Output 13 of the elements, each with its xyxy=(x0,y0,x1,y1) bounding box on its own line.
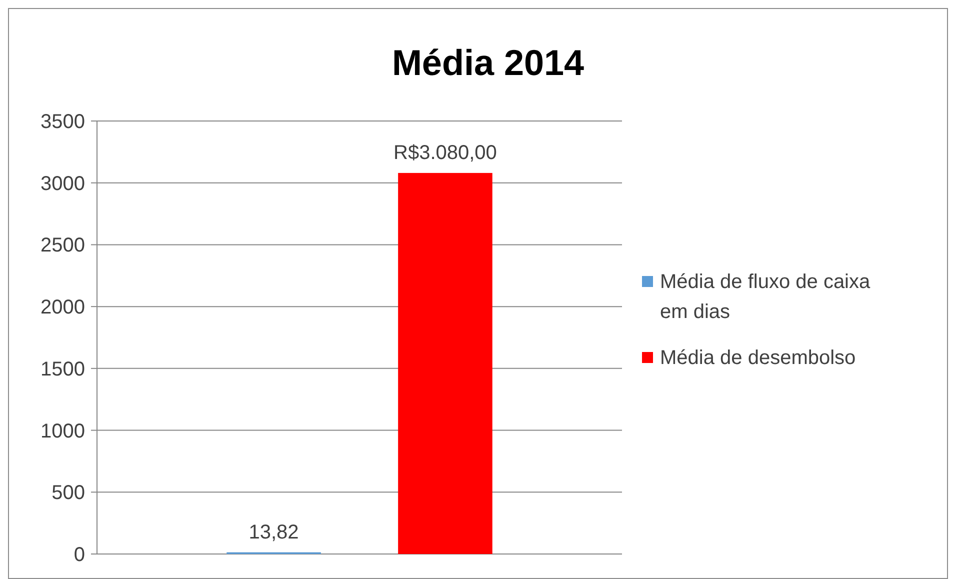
y-tick-label: 2500 xyxy=(40,234,85,257)
data-label: R$3.080,00 xyxy=(394,142,497,164)
y-tick-label: 500 xyxy=(52,482,85,504)
y-tick-label: 2000 xyxy=(40,296,85,319)
y-tick-label: 1500 xyxy=(40,358,85,380)
y-tick-label: 3000 xyxy=(40,172,85,195)
legend-label: Média de desembolso xyxy=(660,347,856,369)
y-tick-label: 0 xyxy=(74,544,85,566)
y-tick-label: 1000 xyxy=(40,420,85,442)
legend-label: Média de fluxo de caixa em dias xyxy=(660,271,872,323)
y-tick-label: 3500 xyxy=(40,111,85,133)
data-label: 13,82 xyxy=(248,521,299,544)
chart-title: Média 2014 xyxy=(392,42,584,83)
